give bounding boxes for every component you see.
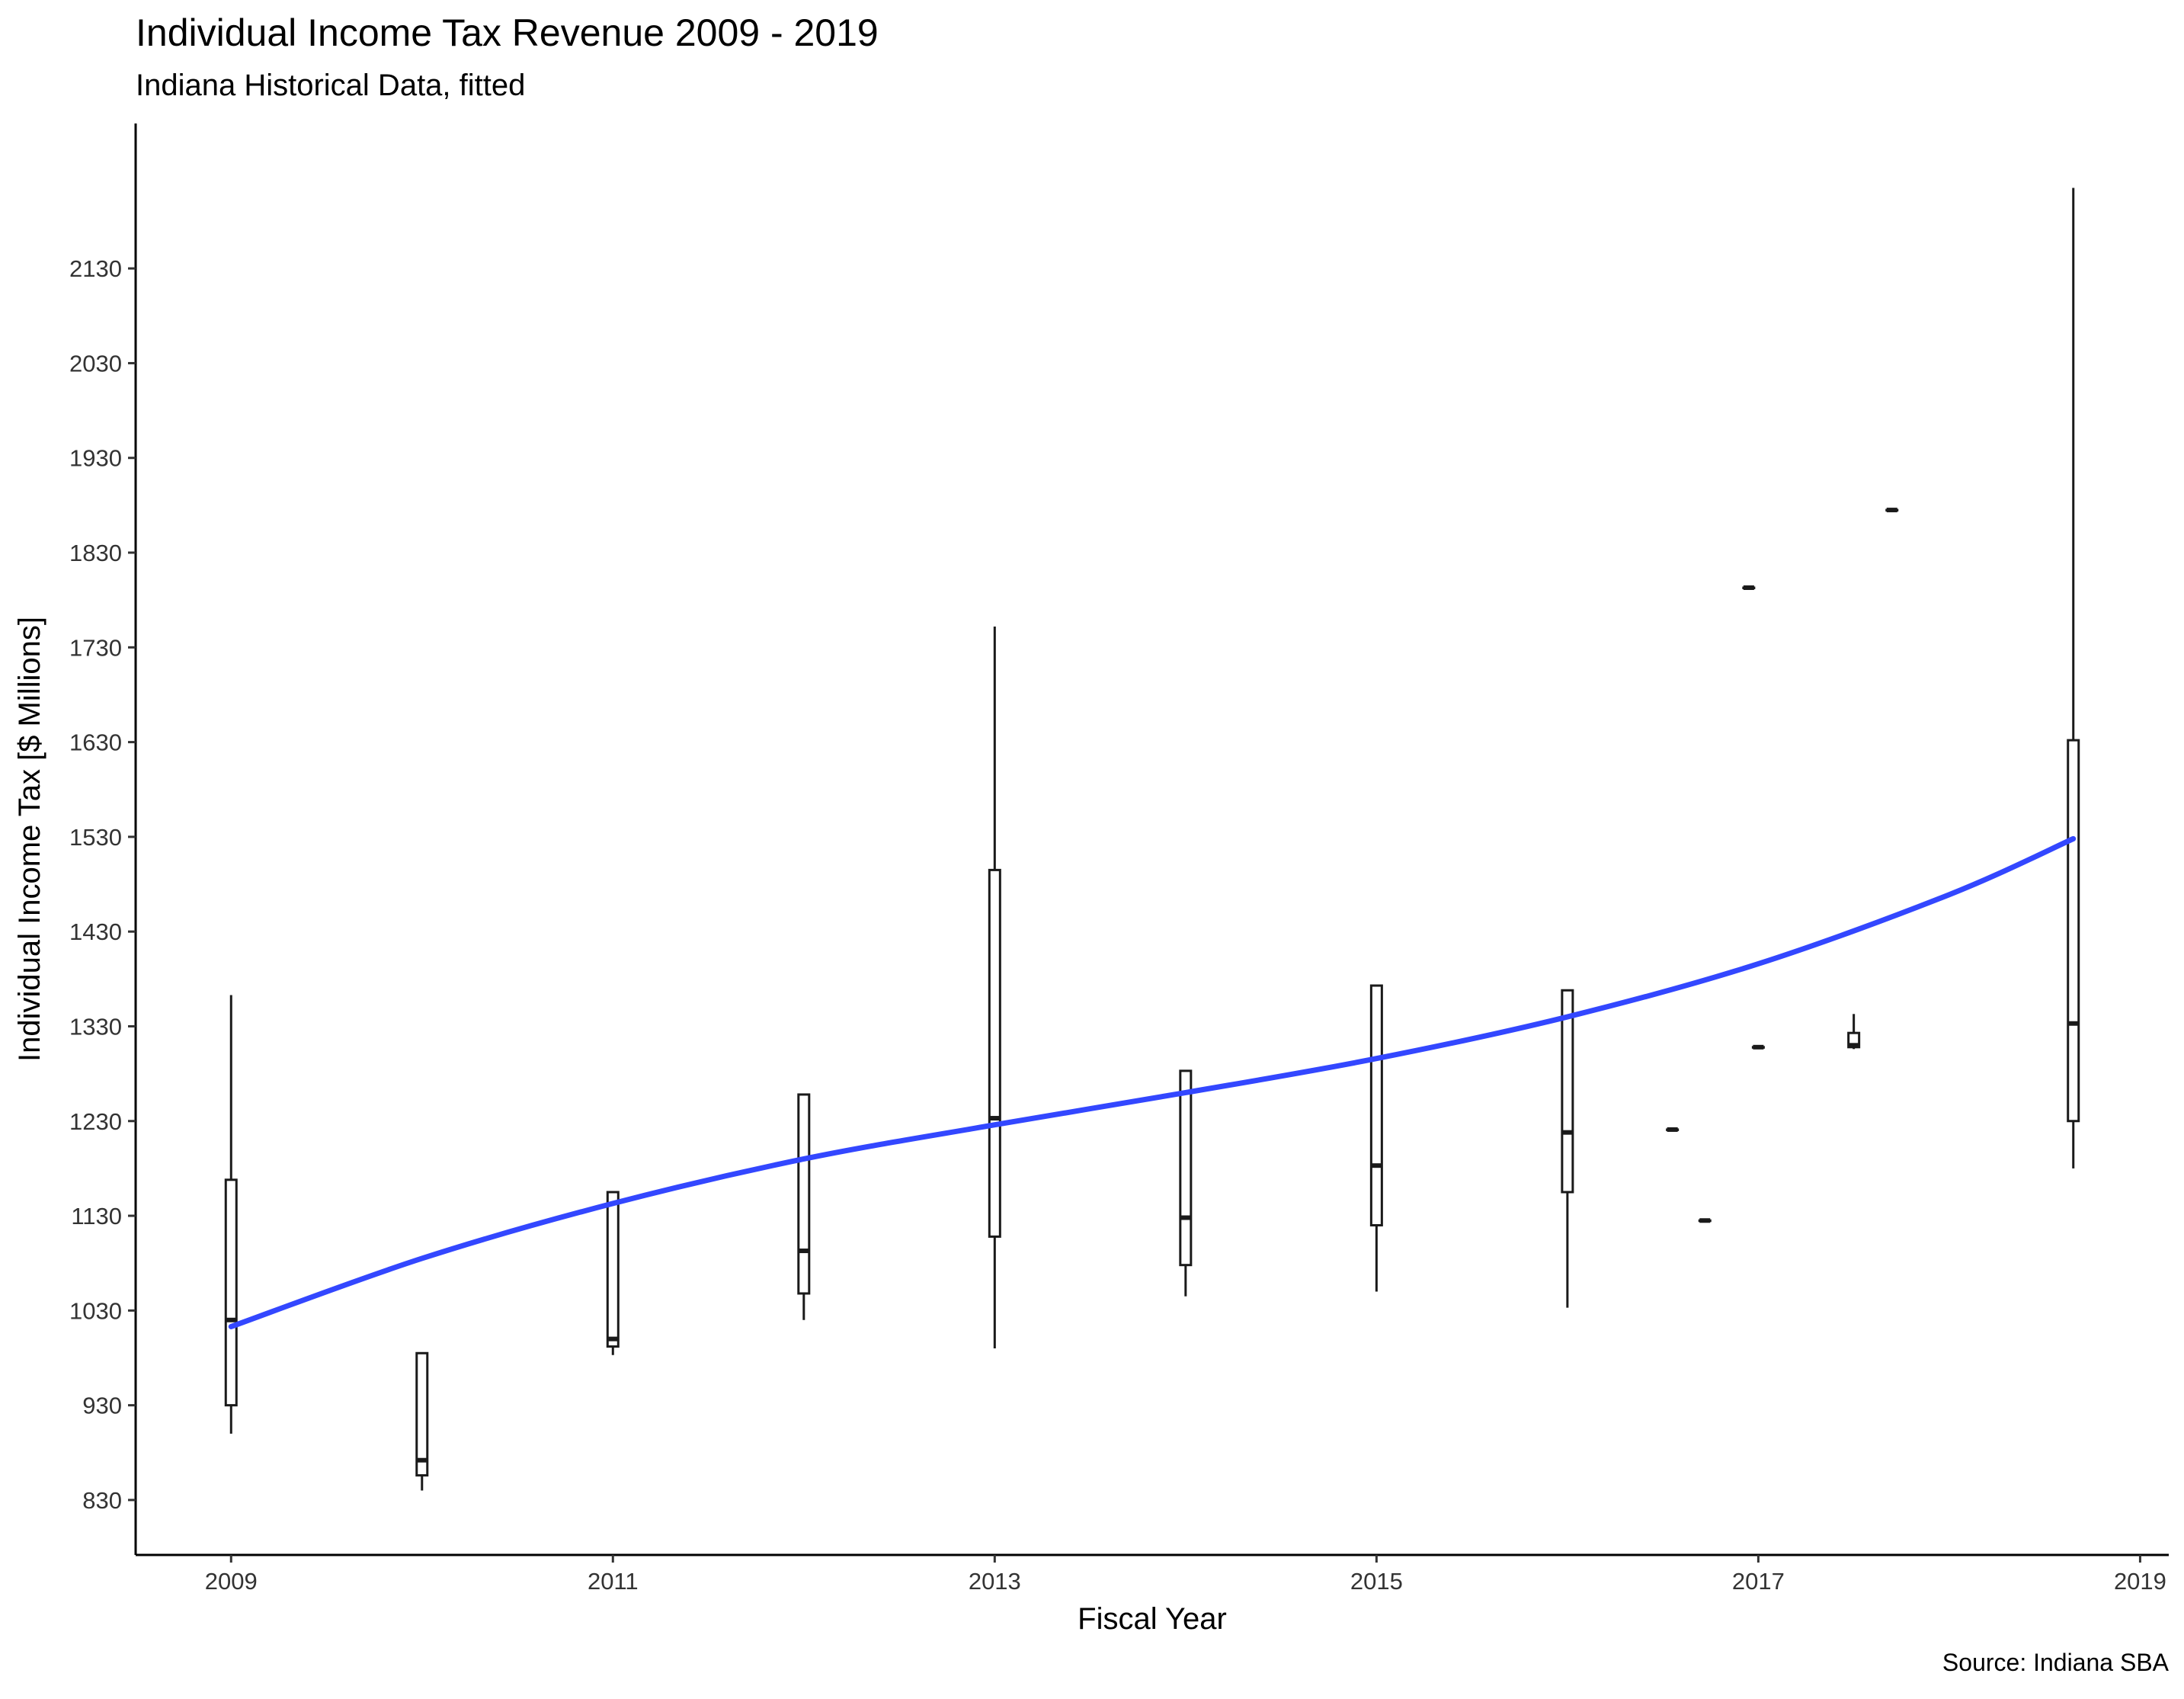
- box-plot: [1847, 1014, 1861, 1050]
- box-iqr: [797, 1093, 811, 1295]
- box-iqr: [1369, 984, 1383, 1226]
- fitted-trend-line: [228, 835, 2077, 1329]
- box-plot: [988, 626, 1001, 1349]
- box-iqr: [1561, 989, 1574, 1194]
- y-axis-ticks: 830 930 1030 1130 1230 1330 1430 1530 1630 1730 18…: [69, 255, 136, 1514]
- y-tick-label: 2030: [69, 350, 122, 377]
- y-tick-label: 1130: [71, 1203, 122, 1229]
- y-axis-title: Individual Income Tax [$ Millions]: [13, 617, 46, 1062]
- box-plot: [2067, 188, 2080, 1168]
- box-plot: [606, 1191, 620, 1355]
- box-iqr: [2067, 739, 2080, 1123]
- box-plot: [415, 1351, 429, 1491]
- box-iqr: [988, 868, 1001, 1238]
- boxes-layer: [224, 188, 2080, 1491]
- x-tick-label: 2011: [588, 1568, 639, 1595]
- y-tick-label: 930: [82, 1393, 122, 1419]
- x-tick-label: 2017: [1732, 1568, 1785, 1595]
- chart-subtitle: Indiana Historical Data, fitted: [136, 69, 526, 102]
- y-tick-label: 1030: [69, 1297, 122, 1324]
- y-tick-label: 1630: [69, 729, 122, 756]
- chart-caption: Source: Indiana SBA: [1942, 1649, 2169, 1676]
- box-iqr: [415, 1351, 429, 1477]
- y-tick-label: 830: [82, 1487, 122, 1514]
- box-iqr: [606, 1191, 620, 1348]
- y-tick-label: 1930: [69, 445, 122, 472]
- x-tick-label: 2013: [969, 1568, 1021, 1595]
- chart-title: Individual Income Tax Revenue 2009 - 201…: [136, 11, 879, 54]
- box-iqr: [224, 1178, 238, 1407]
- y-tick-label: 1730: [69, 634, 122, 661]
- box-iqr: [1179, 1069, 1193, 1267]
- box-plot: [1698, 1218, 1712, 1223]
- box-plot: [1561, 989, 1574, 1308]
- x-tick-label: 2019: [2114, 1568, 2166, 1595]
- y-tick-label: 1230: [69, 1108, 122, 1135]
- box-plot: [1885, 508, 1899, 513]
- y-tick-label: 2130: [69, 255, 122, 282]
- y-tick-label: 1830: [69, 540, 122, 566]
- box-plot: [1179, 1069, 1193, 1297]
- box-plot: [797, 1093, 811, 1320]
- y-tick-label: 1430: [69, 918, 122, 945]
- box-plot: [1751, 1044, 1765, 1050]
- y-tick-label: 1530: [69, 824, 122, 851]
- x-axis-ticks: 2009 2011 2013 2015 2017 2019: [205, 1555, 2166, 1595]
- y-tick-label: 1330: [69, 1013, 122, 1040]
- x-tick-label: 2015: [1350, 1568, 1403, 1595]
- box-plot: [1369, 984, 1383, 1292]
- x-tick-label: 2009: [205, 1568, 258, 1595]
- x-axis-title: Fiscal Year: [1078, 1602, 1227, 1636]
- box-plot: [224, 995, 238, 1434]
